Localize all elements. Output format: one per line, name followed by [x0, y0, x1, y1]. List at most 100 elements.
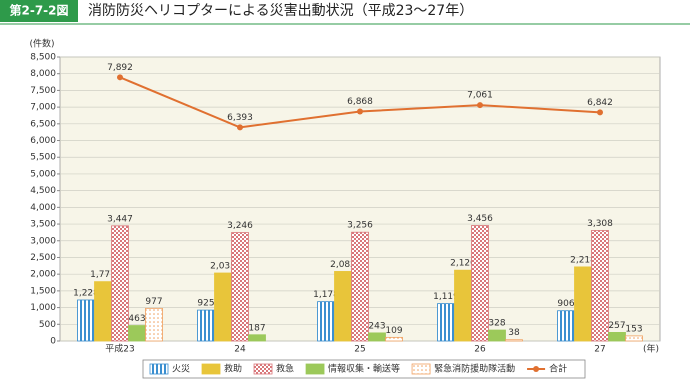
- y-tick-label: 2,000: [30, 270, 56, 280]
- bar: [317, 301, 335, 342]
- legend-swatch: [411, 363, 431, 375]
- bar: [591, 230, 609, 342]
- bar: [557, 310, 575, 342]
- y-tick-label: 5,000: [30, 169, 56, 179]
- data-label: 463: [128, 314, 145, 324]
- y-tick-label: 8,500: [30, 53, 56, 63]
- data-label: 906: [557, 299, 574, 309]
- data-label: 3,256: [347, 221, 373, 231]
- data-label: 6,393: [227, 113, 253, 123]
- bar: [128, 325, 146, 342]
- data-label: 7,061: [467, 91, 493, 101]
- figure-label-box: [0, 0, 78, 22]
- bar: [608, 332, 626, 342]
- legend-label: 火災: [172, 364, 190, 375]
- data-label: 187: [248, 323, 265, 333]
- y-tick-label: 1,000: [30, 303, 56, 313]
- bar: [214, 272, 232, 342]
- y-tick-label: 4,000: [30, 203, 56, 213]
- data-label: 1,228: [73, 288, 99, 298]
- x-unit: (年): [643, 343, 659, 355]
- y-tick-label: 4,500: [30, 186, 56, 196]
- line-point: [357, 108, 363, 115]
- bar: [145, 307, 163, 342]
- data-label: 38: [508, 328, 520, 338]
- chart-title: 消防防災ヘリコプターによる災害出動状況（平成23〜27年）: [88, 3, 473, 19]
- legend-label: 救助: [224, 363, 242, 375]
- data-label: 7,892: [107, 63, 133, 73]
- line-point: [237, 124, 243, 131]
- legend-label: 合計: [549, 363, 567, 375]
- line-point: [597, 109, 603, 116]
- data-label: 3,246: [227, 221, 253, 231]
- y-tick-label: 7,000: [30, 103, 56, 113]
- bar: [77, 299, 95, 342]
- data-label: 3,308: [587, 219, 613, 229]
- bar: [574, 266, 592, 342]
- legend-swatch: [533, 366, 540, 372]
- data-label: 6,868: [347, 97, 373, 107]
- x-tick-label: 26: [474, 345, 486, 355]
- data-label: 1,178: [313, 290, 339, 300]
- data-label: 977: [145, 297, 162, 307]
- y-tick-label: 0: [50, 337, 56, 347]
- y-tick-label: 500: [39, 320, 56, 330]
- legend-label: 緊急消防援助隊活動: [434, 363, 515, 375]
- data-label: 1,119: [433, 292, 459, 302]
- legend-swatch: [149, 363, 169, 375]
- bar: [437, 303, 455, 342]
- data-label: 257: [608, 321, 625, 331]
- data-label: 109: [385, 326, 402, 336]
- y-tick-label: 5,500: [30, 153, 56, 163]
- legend: [142, 359, 586, 379]
- x-tick-label: 27: [594, 345, 605, 355]
- y-tick-label: 7,500: [30, 86, 56, 96]
- bar: [351, 231, 369, 342]
- bar: [488, 329, 506, 342]
- y-unit: (件数): [29, 38, 54, 50]
- line-point: [117, 74, 123, 81]
- bar: [111, 225, 129, 342]
- data-label: 243: [368, 321, 385, 331]
- legend-label: 情報収集・輸送等: [328, 363, 400, 375]
- bar: [231, 232, 249, 342]
- legend-swatch: [201, 363, 221, 375]
- bar: [385, 336, 403, 342]
- bar: [471, 225, 489, 342]
- y-tick-label: 6,000: [30, 136, 56, 146]
- x-tick-label: 25: [354, 345, 365, 355]
- bar: [625, 335, 643, 342]
- data-label: 153: [625, 324, 642, 334]
- data-label: 6,842: [587, 98, 613, 108]
- x-tick-label: 24: [234, 345, 246, 355]
- figure-label: 第2-7-2図: [9, 3, 68, 18]
- y-tick-label: 3,000: [30, 236, 56, 246]
- legend-label: 救急: [276, 363, 294, 375]
- data-label: 3,456: [467, 214, 493, 224]
- y-tick-label: 2,500: [30, 253, 56, 263]
- line-point: [477, 102, 483, 109]
- bar: [197, 309, 215, 342]
- legend-swatch: [253, 363, 273, 375]
- data-label: 2,035: [210, 262, 236, 272]
- bar: [94, 281, 112, 342]
- bar: [505, 339, 523, 342]
- y-tick-label: 3,500: [30, 220, 56, 230]
- data-label: 328: [488, 319, 505, 329]
- bar: [368, 332, 386, 342]
- y-tick-label: 6,500: [30, 119, 56, 129]
- y-tick-label: 1,500: [30, 286, 56, 296]
- data-label: 2,218: [570, 255, 596, 265]
- y-tick-label: 8,000: [30, 69, 56, 79]
- data-label: 2,120: [450, 259, 476, 269]
- data-label: 1,777: [90, 270, 116, 280]
- x-tick-label: 平成23: [105, 343, 134, 355]
- bar: [334, 271, 352, 342]
- legend-swatch: [305, 363, 325, 375]
- data-label: 925: [197, 299, 214, 309]
- data-label: 3,447: [107, 214, 133, 224]
- data-label: 2,082: [330, 260, 356, 270]
- bar: [248, 334, 266, 342]
- bar: [454, 269, 472, 342]
